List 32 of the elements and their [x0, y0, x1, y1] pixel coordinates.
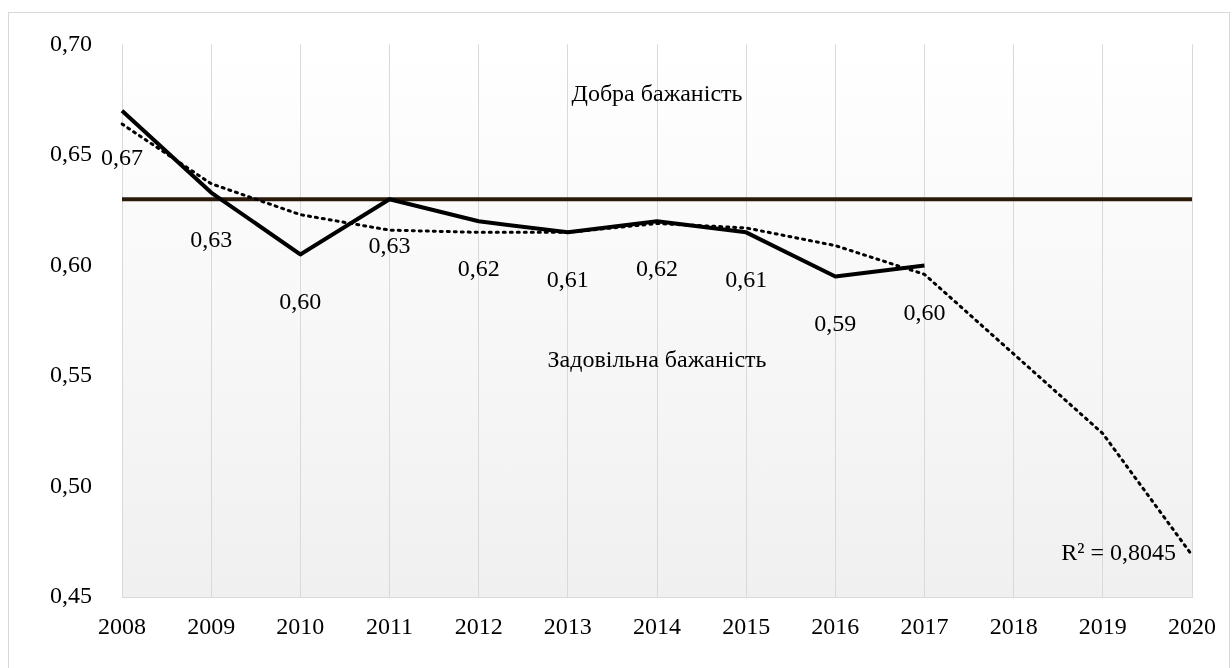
- y-tick-label: 0,70: [50, 29, 92, 56]
- x-tick-label: 2017: [900, 612, 949, 639]
- y-tick-label: 0,50: [50, 471, 92, 498]
- y-tick-label: 0,45: [50, 582, 92, 609]
- data-label: 0,61: [546, 265, 589, 292]
- x-tick-label: 2010: [276, 612, 325, 639]
- annotation: R² = 0,8045: [1061, 539, 1176, 566]
- data-label: 0,62: [636, 254, 678, 281]
- x-tick-label: 2014: [633, 612, 681, 639]
- data-label: 0,61: [725, 265, 768, 292]
- data-label: 0,67: [101, 144, 143, 171]
- x-tick-label: 2019: [1078, 612, 1127, 639]
- x-tick-label: 2020: [1168, 612, 1216, 639]
- y-tick-label: 0,55: [50, 361, 92, 388]
- x-tick-label: 2012: [454, 612, 503, 639]
- x-tick-label: 2015: [722, 612, 771, 639]
- data-label: 0,63: [368, 232, 411, 259]
- data-label: 0,59: [814, 309, 857, 336]
- data-label: 0,60: [903, 298, 946, 325]
- x-tick-label: 2008: [98, 612, 146, 639]
- annotation: Задовільна бажаність: [547, 345, 767, 372]
- data-label: 0,63: [190, 225, 233, 252]
- data-label: 0,60: [279, 287, 322, 314]
- y-tick-label: 0,65: [50, 140, 92, 167]
- x-tick-label: 2011: [365, 612, 414, 639]
- y-tick-label: 0,60: [50, 250, 92, 277]
- data-label: 0,62: [457, 254, 500, 281]
- x-tick-label: 2009: [187, 612, 236, 639]
- x-tick-label: 2016: [811, 612, 860, 639]
- x-tick-label: 2013: [543, 612, 592, 639]
- annotation: Добра бажаність: [571, 80, 743, 107]
- x-tick-label: 2018: [989, 612, 1038, 639]
